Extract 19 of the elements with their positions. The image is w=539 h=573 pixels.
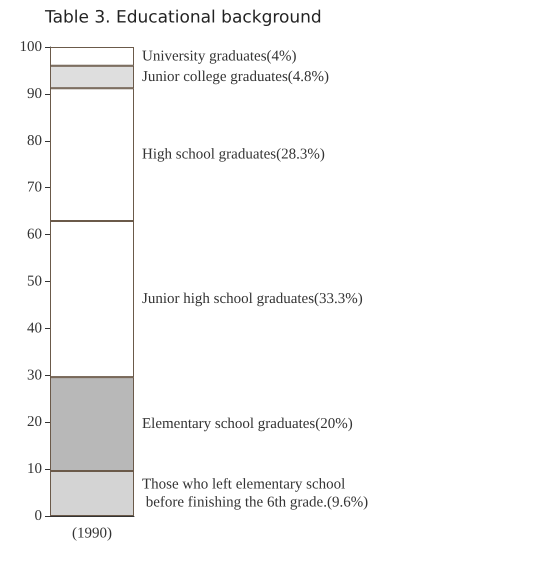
y-tick-label: 100 [20,39,42,55]
x-tick-label: (1990) [72,526,112,542]
series-label: High school graduates(28.3%) [142,146,325,163]
text: Table 3. Educational background [44,8,322,28]
y-tick-label: 70 [27,180,42,196]
y-tick-label: 20 [27,414,42,430]
series-label: Those who left elementary school before finishing the 6th grade.(9.6%) [142,476,368,510]
y-tick-label: 60 [27,226,42,243]
y-tick-label: 90 [27,86,42,102]
series-label: University graduates(4%) [142,48,297,64]
y-tick-label: 0 [34,508,42,524]
series-label: Junior college graduates(4.8%) [142,69,330,86]
y-tick-label: 10 [27,461,42,478]
y-tick-label: 30 [27,367,42,384]
y-tick-label: 40 [27,320,42,336]
series-label: Elementary school graduates(20%) [142,416,353,432]
y-tick-label: 50 [27,274,42,290]
series-label: Junior high school graduates(33.3%) [142,291,363,308]
y-tick-label: 80 [27,132,42,149]
